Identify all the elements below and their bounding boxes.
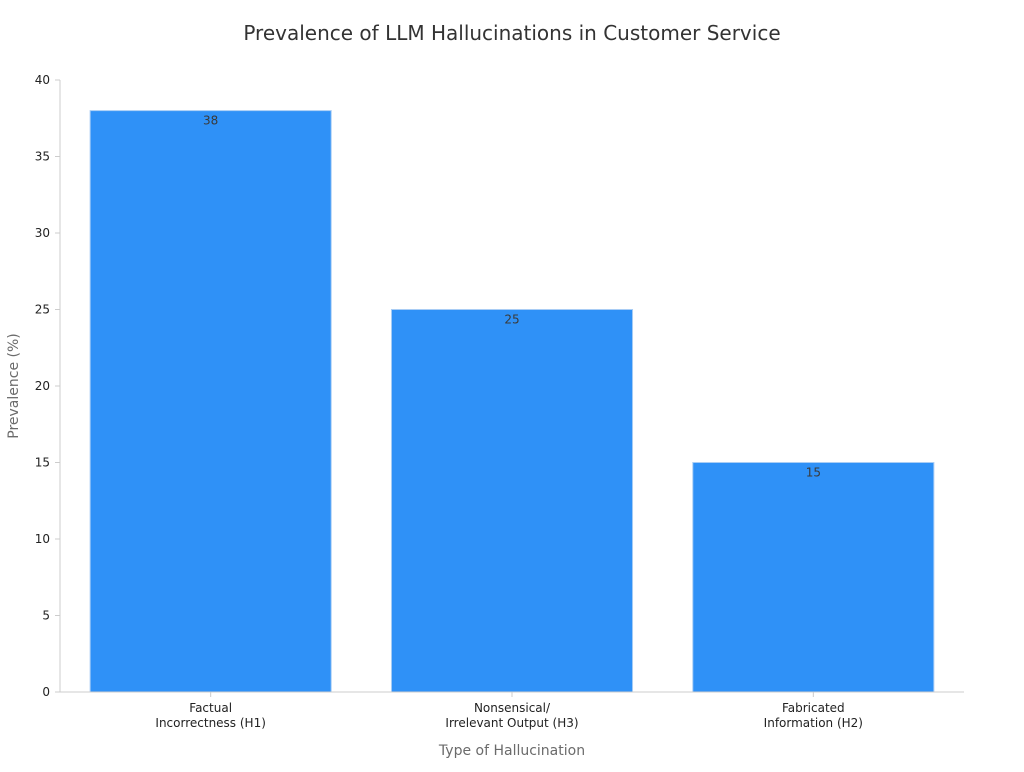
x-tick-label: Irrelevant Output (H3) — [445, 716, 578, 730]
x-tick-label: Fabricated — [782, 701, 845, 715]
y-tick-label: 30 — [35, 226, 50, 240]
y-tick-label: 40 — [35, 73, 50, 87]
y-tick-label: 25 — [35, 303, 50, 317]
y-axis: 0 5 10 15 20 25 30 35 40 — [35, 73, 61, 699]
x-tick-label: Nonsensical/ — [474, 701, 551, 715]
y-tick-label: 0 — [42, 685, 50, 699]
y-tick-label: 10 — [35, 532, 50, 546]
y-tick-label: 20 — [35, 379, 50, 393]
x-tick-label: Factual — [189, 701, 232, 715]
bar — [390, 309, 634, 693]
y-axis-title: Prevalence (%) — [6, 333, 22, 439]
chart-title: Prevalence of LLM Hallucinations in Cust… — [243, 21, 780, 45]
bar-value-label: 25 — [504, 313, 519, 327]
bar — [692, 462, 935, 693]
bar — [89, 110, 332, 693]
y-tick-label: 15 — [35, 456, 50, 470]
y-tick-label: 35 — [35, 150, 50, 164]
x-tick-label: Information (H2) — [764, 716, 863, 730]
x-tick-label: Incorrectness (H1) — [155, 716, 266, 730]
bars-group: 38 25 15 — [89, 110, 935, 693]
y-tick-label: 5 — [42, 609, 50, 623]
bar-value-label: 38 — [203, 114, 218, 128]
bar-value-label: 15 — [806, 466, 821, 480]
x-axis-title: Type of Hallucination — [438, 743, 585, 759]
